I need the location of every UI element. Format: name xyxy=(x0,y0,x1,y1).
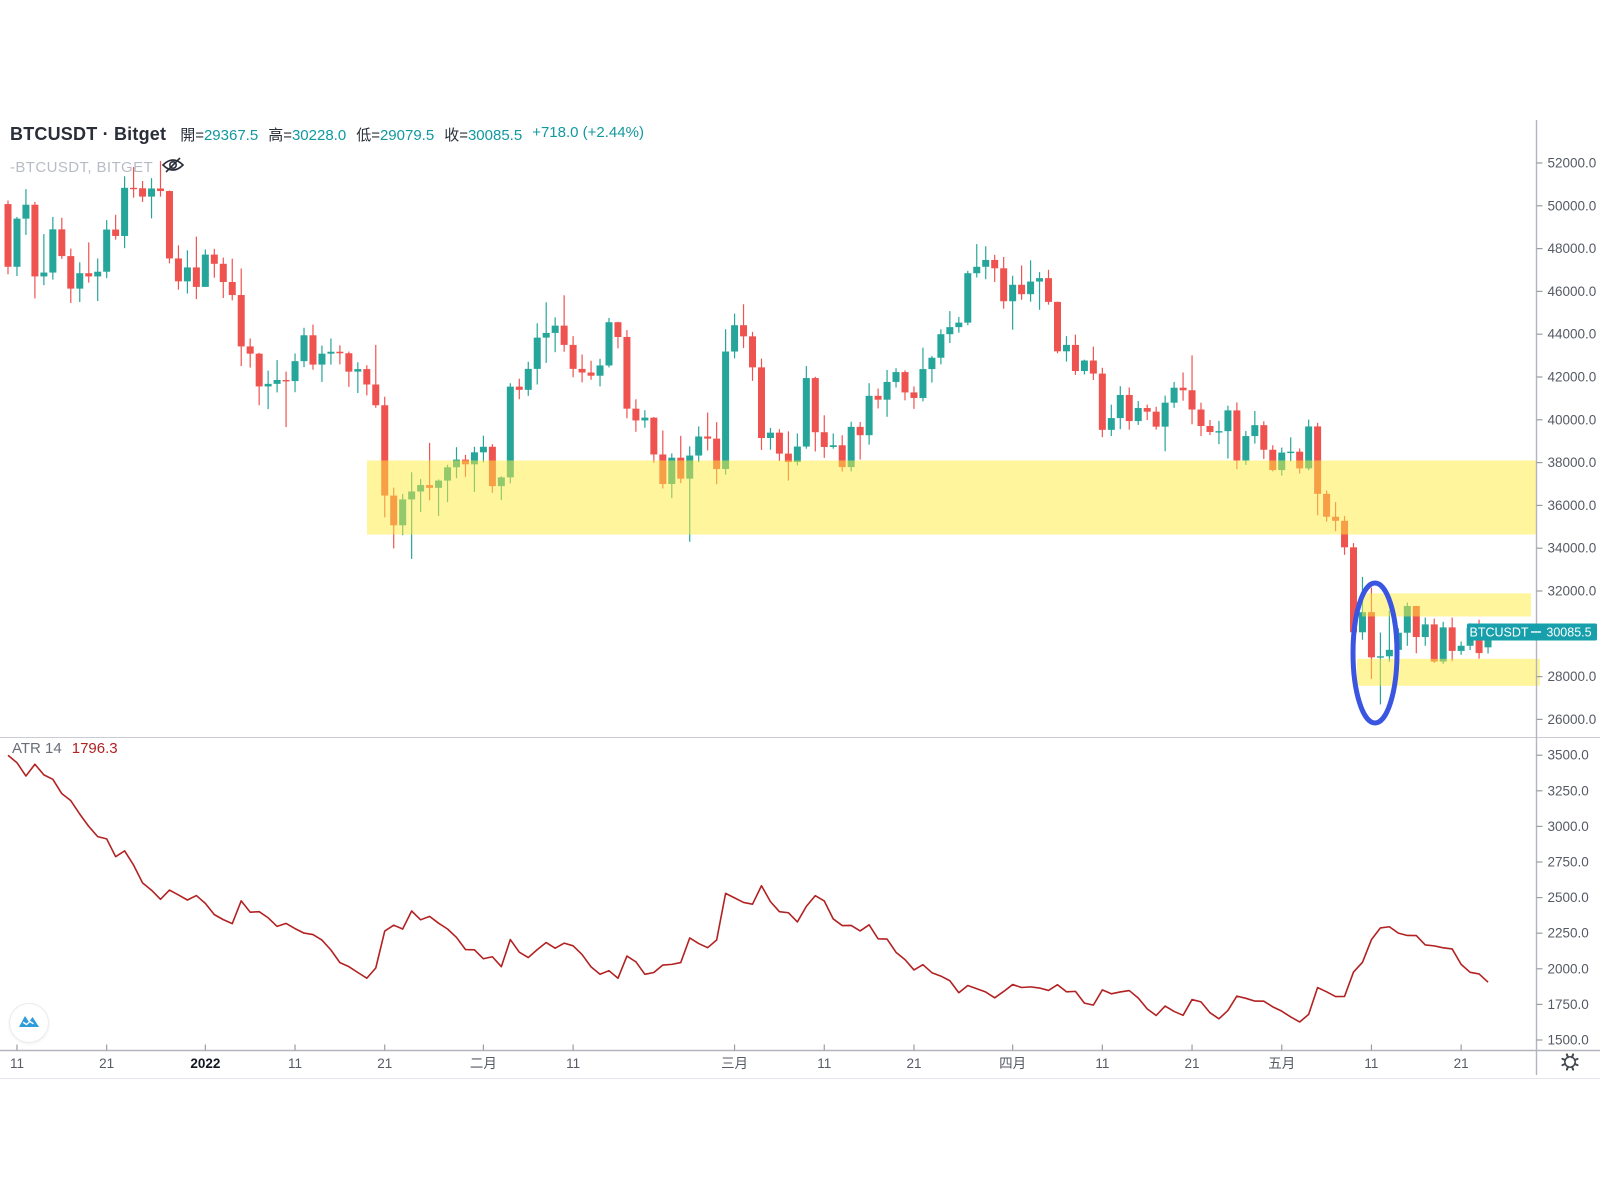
svg-text:48000.0: 48000.0 xyxy=(1548,241,1597,256)
svg-text:21: 21 xyxy=(99,1056,114,1071)
svg-text:52000.0: 52000.0 xyxy=(1548,156,1597,171)
ellipse-annotation[interactable] xyxy=(1350,580,1400,726)
svg-text:40000.0: 40000.0 xyxy=(1548,412,1597,427)
svg-text:21: 21 xyxy=(1185,1056,1200,1071)
eye-off-icon[interactable] xyxy=(161,156,185,178)
ohlc-readout: 開=29367.5 高=30228.0 低=29079.5 收=30085.5 … xyxy=(180,124,644,145)
atr-name: ATR 14 xyxy=(12,740,62,757)
svg-text:1750.0: 1750.0 xyxy=(1548,997,1589,1012)
svg-text:二月: 二月 xyxy=(470,1056,497,1071)
svg-text:3500.0: 3500.0 xyxy=(1548,748,1589,763)
svg-text:11: 11 xyxy=(10,1056,24,1071)
hidden-study-label: -BTCUSDT, BITGET xyxy=(10,158,154,176)
svg-text:3000.0: 3000.0 xyxy=(1548,819,1589,834)
price-chip: BTCUSDT 30085.5 xyxy=(1467,623,1597,641)
svg-text:11: 11 xyxy=(1364,1056,1378,1071)
svg-text:26000.0: 26000.0 xyxy=(1548,712,1597,727)
svg-text:34000.0: 34000.0 xyxy=(1548,541,1597,556)
logo-button[interactable] xyxy=(9,1003,49,1043)
svg-text:2000.0: 2000.0 xyxy=(1548,961,1589,976)
svg-text:BTCUSDT: BTCUSDT xyxy=(1469,625,1528,639)
svg-text:三月: 三月 xyxy=(721,1056,748,1071)
high-label: 高= xyxy=(268,127,292,144)
svg-text:2500.0: 2500.0 xyxy=(1548,890,1589,905)
svg-text:3250.0: 3250.0 xyxy=(1548,783,1589,798)
svg-text:11: 11 xyxy=(1095,1056,1109,1071)
svg-text:50000.0: 50000.0 xyxy=(1548,198,1597,213)
svg-text:五月: 五月 xyxy=(1268,1056,1295,1071)
chart-logo-icon xyxy=(18,1013,40,1034)
close-value: 30085.5 xyxy=(467,127,523,144)
atr-label-row[interactable]: ATR 14 1796.3 xyxy=(12,740,118,757)
atr-axis[interactable]: 3500.0 3250.0 3000.0 2750.0 2500.0 2250.0 2000… xyxy=(1536,748,1589,1048)
price-axis[interactable]: 52000.0 50000.0 48000.0 46000.0 44000.0 42000… xyxy=(1536,156,1597,727)
svg-text:21: 21 xyxy=(377,1056,392,1071)
time-axis[interactable]: 11 21 2022 11 21 二月 11 三月 11 21 四月 11 21 五月 11 21 xyxy=(10,1044,1469,1072)
svg-text:46000.0: 46000.0 xyxy=(1548,284,1597,299)
svg-text:2750.0: 2750.0 xyxy=(1548,855,1589,870)
svg-text:四月: 四月 xyxy=(999,1056,1026,1071)
axis-frame xyxy=(0,120,1600,1079)
svg-text:11: 11 xyxy=(817,1056,831,1071)
open-label: 開= xyxy=(180,127,204,144)
candlestick-series xyxy=(4,161,1492,705)
atr-series xyxy=(7,754,1489,1023)
svg-text:32000.0: 32000.0 xyxy=(1548,584,1597,599)
symbol-title: BTCUSDT · Bitget xyxy=(10,124,167,144)
chart-header: BTCUSDT · Bitget 開=29367.5 高=30228.0 低=2… xyxy=(10,124,644,145)
svg-text:1500.0: 1500.0 xyxy=(1548,1033,1589,1048)
atr-value: 1796.3 xyxy=(71,740,118,757)
gear-icon xyxy=(1559,1051,1581,1078)
low-label: 低= xyxy=(356,127,380,144)
svg-text:30085.5: 30085.5 xyxy=(1546,625,1591,639)
svg-text:2022: 2022 xyxy=(190,1056,220,1071)
svg-text:11: 11 xyxy=(288,1056,302,1071)
svg-text:21: 21 xyxy=(1454,1056,1469,1071)
open-value: 29367.5 xyxy=(203,127,259,144)
low-value: 29079.5 xyxy=(379,127,435,144)
highlight-zones xyxy=(367,460,1540,686)
close-label: 收= xyxy=(444,127,468,144)
svg-text:28000.0: 28000.0 xyxy=(1548,669,1597,684)
high-value: 30228.0 xyxy=(291,127,347,144)
settings-button[interactable] xyxy=(1558,1052,1582,1076)
svg-text:36000.0: 36000.0 xyxy=(1548,498,1597,513)
svg-text:44000.0: 44000.0 xyxy=(1548,327,1597,342)
svg-text:2250.0: 2250.0 xyxy=(1548,926,1589,941)
hidden-study-row[interactable]: -BTCUSDT, BITGET xyxy=(10,156,185,178)
svg-text:11: 11 xyxy=(566,1056,580,1071)
svg-text:21: 21 xyxy=(906,1056,921,1071)
svg-text:38000.0: 38000.0 xyxy=(1548,455,1597,470)
change-value: +718.0 (+2.44%) xyxy=(532,124,644,141)
svg-text:42000.0: 42000.0 xyxy=(1548,370,1597,385)
